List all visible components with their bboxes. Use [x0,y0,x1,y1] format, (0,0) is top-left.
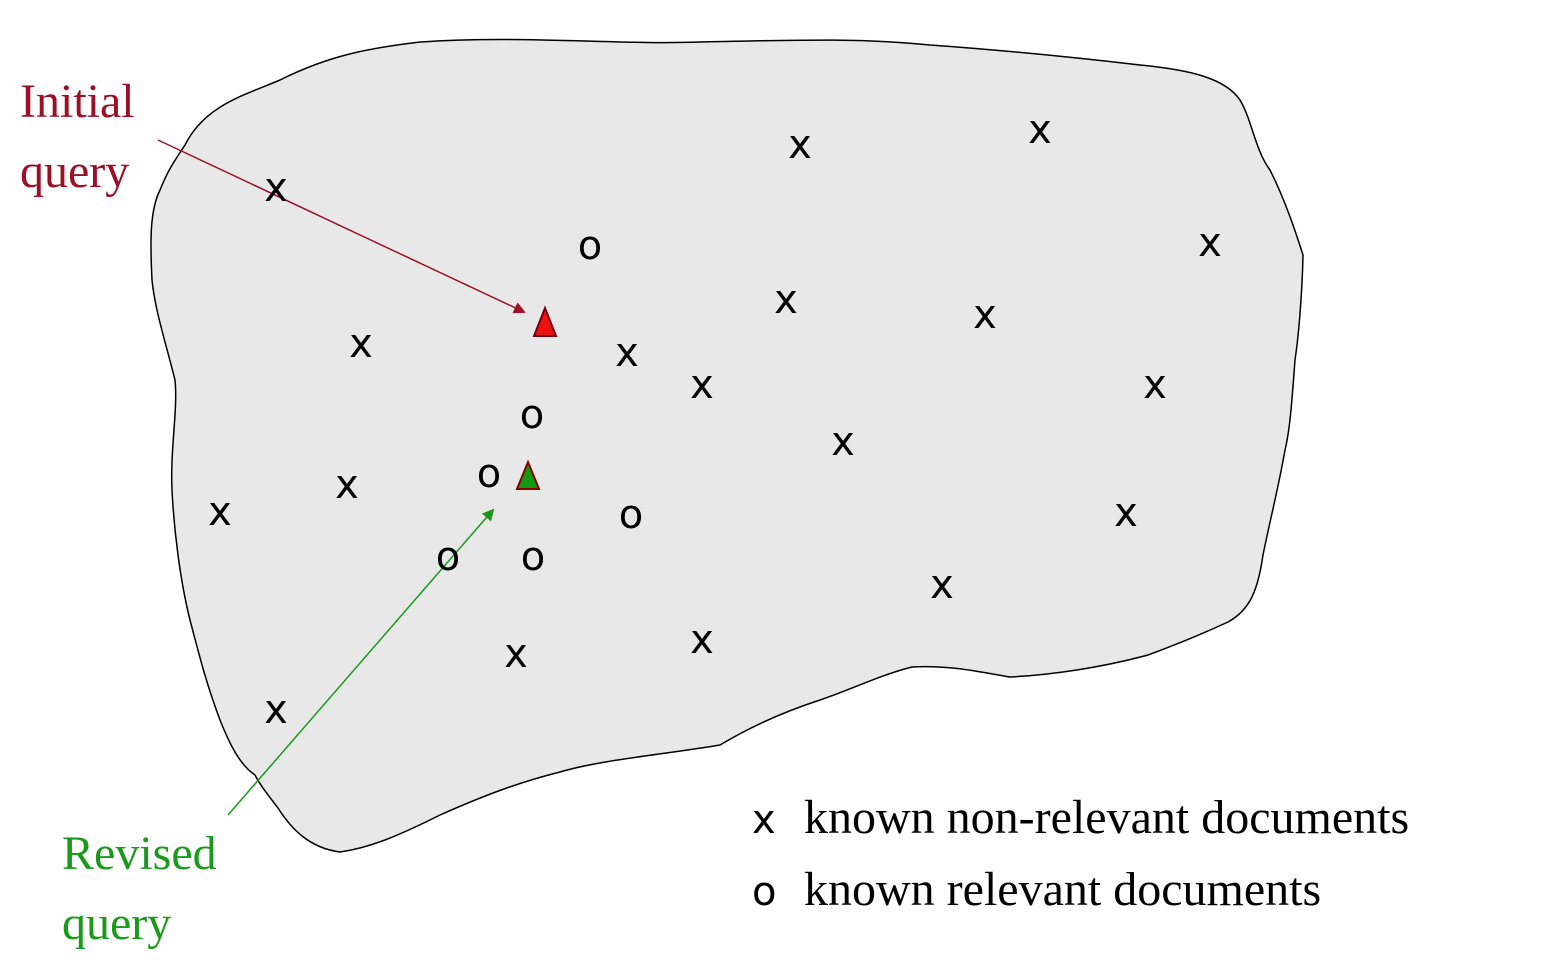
legend-nonrelevant-symbol: x [752,797,776,843]
revised-query-label-line2: query [62,897,172,950]
relevant-document-mark: o [618,492,644,538]
nonrelevant-document-mark: x [349,321,373,367]
nonrelevant-document-mark: x [615,330,639,376]
nonrelevant-document-mark: x [504,631,528,677]
legend-relevant-text: known relevant documents [804,863,1322,916]
nonrelevant-document-mark: x [264,687,288,733]
initial-query-label-line2: query [20,145,130,198]
nonrelevant-document-mark: x [335,462,359,508]
initial-query-label-line1: Initial [20,75,135,128]
nonrelevant-document-mark: x [973,292,997,338]
legend-nonrelevant-text: known non-relevant documents [804,791,1410,844]
nonrelevant-document-mark: x [1143,362,1167,408]
nonrelevant-document-mark: x [831,419,855,465]
nonrelevant-document-mark: x [690,362,714,408]
initial-query-arrow [157,139,526,314]
relevant-document-mark: o [520,534,546,580]
relevant-document-mark: o [435,534,461,580]
nonrelevant-document-mark: x [690,617,714,663]
revised-query-arrow [227,508,495,816]
nonrelevant-document-mark: x [1198,220,1222,266]
legend-relevant-symbol: o [752,869,777,915]
nonrelevant-document-mark: x [1114,490,1138,536]
nonrelevant-document-mark: x [788,122,812,168]
nonrelevant-document-mark: x [264,165,288,211]
relevant-document-mark: o [577,223,603,269]
document-space-region [150,38,1304,853]
relevant-document-mark: o [476,451,502,497]
revised-query-triangle [515,459,541,490]
revised-query-label-line1: Revised [62,827,217,880]
nonrelevant-document-mark: x [1028,107,1052,153]
legend-relevant: o known relevant documents [752,862,1321,917]
nonrelevant-document-mark: x [930,562,954,608]
legend-nonrelevant: x known non-relevant documents [752,790,1409,845]
nonrelevant-document-mark: x [774,277,798,323]
nonrelevant-document-mark: x [208,489,232,535]
initial-query-triangle [532,305,558,337]
relevant-document-mark: o [519,392,545,438]
